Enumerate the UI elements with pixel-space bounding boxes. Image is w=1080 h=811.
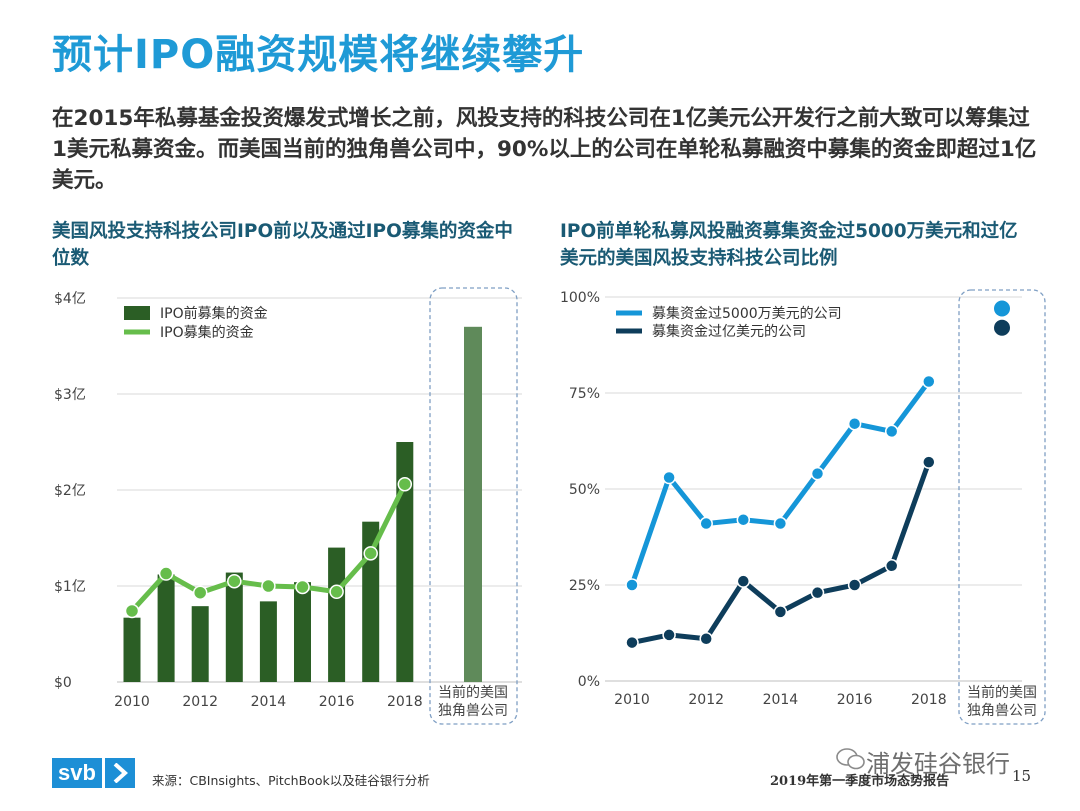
left-x-tick-label: 2018: [387, 694, 423, 710]
wechat-watermark: 浦发硅谷银行: [836, 744, 1010, 779]
right-line-point: [625, 635, 639, 650]
right-y-tick-label: 75%: [569, 386, 600, 402]
left-bar: [225, 572, 243, 682]
report-name: 2019年第一季度市场态势报告: [770, 774, 950, 789]
page-number: 15: [1012, 767, 1032, 785]
left-x-tick-label: 2016: [319, 694, 355, 710]
left-x-tick-label: 2010: [114, 694, 150, 710]
left-bar: [191, 606, 209, 682]
left-bar: [157, 574, 175, 682]
right-line-point: [699, 632, 713, 646]
left-line-point: [227, 573, 242, 589]
right-line-point: [699, 516, 713, 531]
left-chart: $0 $1亿 $2亿 $3亿 $4亿 2010 2012 2014 2016 2018 当前的美国独…: [54, 287, 522, 725]
right-x-tick-label: 2016: [837, 692, 873, 708]
right-line-point: [810, 585, 825, 600]
left-line-point: [158, 566, 174, 581]
left-y-tick-label: $4亿: [54, 291, 86, 307]
left-bar: [328, 547, 346, 682]
left-line-point: [261, 578, 276, 594]
left-legend-bar-label: IPO前募集的资金: [160, 305, 268, 322]
left-line-point: [363, 546, 378, 561]
right-line-point: [773, 605, 788, 619]
left-chart-title: 美国风投支持科技公司IPO前以及通过IPO募集的资金中位数: [52, 221, 513, 269]
right-line-point: [773, 516, 788, 531]
left-highlight-label: 当前的美国: [438, 684, 508, 701]
left-highlight-box: [429, 287, 518, 725]
left-bar: [259, 601, 277, 682]
right-x-tick-label: 2014: [763, 692, 799, 708]
left-x-tick-label: 2014: [251, 694, 287, 710]
left-legend-bar-swatch: [124, 306, 150, 320]
right-y-tick-label: 100%: [560, 290, 600, 306]
right-y-tick-label: 50%: [569, 482, 600, 498]
svb-logo: svb: [52, 758, 135, 788]
source-note: 来源：CBInsights、PitchBook以及硅谷银行分析: [152, 773, 430, 788]
right-line-point: [662, 628, 676, 642]
left-y-tick-label: $3亿: [54, 387, 86, 403]
left-y-tick-label: $2亿: [54, 483, 86, 499]
left-y-tick-label: $0: [54, 675, 72, 691]
right-line-point: [810, 466, 825, 481]
left-bar: [396, 442, 414, 682]
right-highlight-point: [994, 300, 1010, 317]
left-x-tick-label: 2012: [182, 694, 218, 710]
left-highlight-label: 独角兽公司: [438, 703, 508, 719]
right-legend-label-2: 募集资金过亿美元的公司: [652, 323, 806, 340]
page-title: 预计IPO融资规模将继续攀升: [52, 32, 585, 78]
left-highlight-bar: [464, 326, 482, 682]
right-highlight-box: [958, 289, 1046, 725]
right-y-tick-label: 0%: [578, 674, 600, 690]
right-line-point: [662, 470, 676, 485]
right-x-tick-label: 2018: [911, 692, 947, 708]
left-line-point: [397, 476, 413, 492]
right-line-point: [736, 512, 751, 527]
right-line-point: [847, 416, 862, 431]
left-y-tick-label: $1亿: [54, 579, 86, 595]
right-line-point: [847, 578, 862, 592]
left-legend-line-label: IPO募集的资金: [160, 324, 254, 341]
right-x-tick-label: 2010: [614, 692, 650, 708]
svb-logo-text: svb: [52, 758, 102, 788]
chevron-right-icon: [105, 758, 135, 788]
right-line-point: [625, 578, 639, 592]
right-legend-label-1: 募集资金过5000万美元的公司: [652, 305, 842, 322]
right-highlight-label: 当前的美国: [967, 684, 1037, 701]
right-highlight-label: 独角兽公司: [967, 703, 1037, 719]
right-x-tick-label: 2012: [688, 692, 724, 708]
right-line-point: [736, 574, 751, 588]
right-line-point: [884, 424, 899, 439]
right-line-point: [922, 455, 936, 469]
left-line-point: [124, 603, 140, 619]
right-chart: 0% 25% 50% 75% 100% 2010 2012 2014 2016 2018 当前的美国…: [560, 289, 1046, 725]
left-line-point: [329, 584, 344, 600]
right-line-point: [922, 374, 936, 389]
right-y-tick-label: 25%: [569, 578, 600, 594]
page-subtitle: 在2015年私募基金投资爆发式增长之前，风投支持的科技公司在1亿美元公开发行之前…: [52, 106, 1037, 193]
left-bar: [294, 582, 311, 682]
left-line-point: [192, 585, 208, 600]
left-line-point: [295, 579, 310, 595]
right-highlight-point: [994, 319, 1010, 336]
watermark-text: 浦发硅谷银行: [866, 750, 1010, 778]
wechat-icon: [836, 747, 866, 777]
right-chart-title: IPO前单轮私募风投融资募集资金过5000万美元和过亿美元的美国风投支持科技公司…: [560, 221, 1018, 269]
right-line-point: [884, 559, 899, 573]
right-line-series-1: [629, 378, 932, 588]
left-bar: [123, 617, 141, 682]
